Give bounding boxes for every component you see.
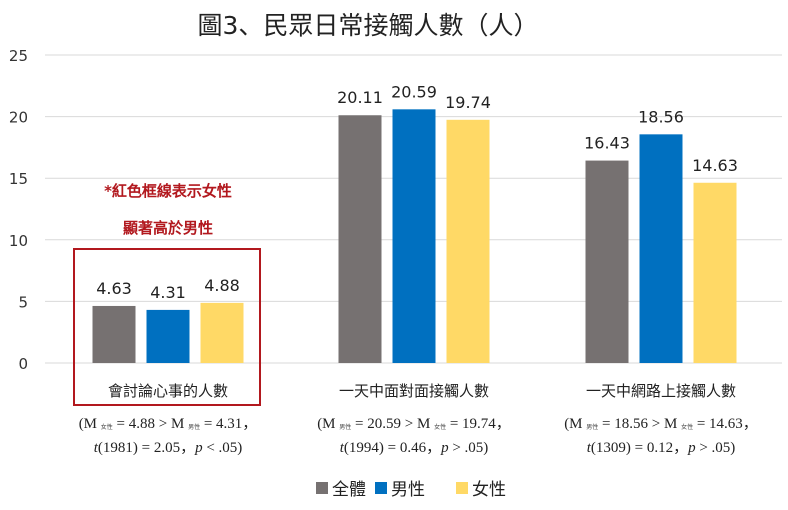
legend-item: 女性	[456, 480, 506, 500]
annotation-line-2: 顯著高於男性	[123, 219, 213, 237]
y-tick-label: 25	[9, 47, 28, 65]
bar-男性-3	[639, 134, 683, 363]
stat-ttest: t(1994) = 0.46，p > .05)	[340, 440, 489, 456]
bar-男性-1	[146, 309, 190, 363]
data-label: 20.59	[391, 82, 437, 101]
data-labels: 4.63 4.31 4.88 20.11 20.59 19.74 16.43 18.56 14.…	[96, 82, 738, 302]
legend-swatch	[375, 482, 387, 494]
data-label: 19.74	[445, 93, 491, 112]
highlight-box	[73, 248, 261, 406]
data-label: 14.63	[692, 156, 738, 175]
stat-ttest: t(1981) = 2.05，p < .05)	[94, 440, 243, 456]
bar-女性-3	[693, 182, 737, 363]
bar-男性-2	[392, 109, 436, 363]
bar-全體-2	[338, 115, 382, 363]
category-label: 一天中網路上接觸人數	[586, 382, 736, 400]
stat-notes: (M 女性 = 4.88 > M 男性 = 4.31， t(1981) = 2.0…	[79, 416, 758, 456]
data-label: 18.56	[638, 107, 684, 126]
legend-label: 女性	[472, 480, 506, 500]
stat-means: (M 男性 = 18.56 > M 女性 = 14.63，	[564, 416, 758, 432]
y-tick-label: 5	[18, 293, 28, 311]
chart-title: 圖3、民眾日常接觸人數（人）	[198, 11, 539, 40]
stat-means: (M 女性 = 4.88 > M 男性 = 4.31，	[79, 416, 258, 432]
bar-女性-1	[200, 302, 244, 363]
legend-label: 男性	[391, 480, 425, 500]
legend-label: 全體	[332, 480, 366, 500]
category-labels: 會討論心事的人數 一天中面對面接觸人數 一天中網路上接觸人數	[108, 382, 736, 400]
y-tick-label: 10	[9, 232, 28, 250]
data-label: 4.63	[96, 279, 132, 298]
y-tick-label: 15	[9, 170, 28, 188]
stat-ttest: t(1309) = 0.12，p > .05)	[587, 440, 736, 456]
y-tick-label: 0	[18, 355, 28, 373]
data-label: 20.11	[337, 88, 383, 107]
category-label: 一天中面對面接觸人數	[339, 382, 489, 400]
legend-swatch	[456, 482, 468, 494]
stat-means: (M 男性 = 20.59 > M 女性 = 19.74，	[317, 416, 511, 432]
data-label: 16.43	[584, 134, 630, 153]
data-label: 4.31	[150, 283, 186, 302]
bar-女性-2	[446, 119, 490, 364]
data-label: 4.88	[204, 276, 240, 295]
annotation-line-1: *紅色框線表示女性	[104, 182, 232, 200]
legend-item: 男性	[375, 480, 425, 500]
bars	[92, 109, 737, 364]
bar-全體-1	[92, 305, 136, 363]
bar-全體-3	[585, 160, 629, 363]
y-tick-label: 20	[9, 109, 28, 127]
legend-item: 全體	[316, 480, 366, 500]
category-label: 會討論心事的人數	[108, 382, 228, 400]
legend-swatch	[316, 482, 328, 494]
y-axis-ticks: 0 5 10 15 20 25	[9, 47, 28, 373]
legend: 全體 男性 女性	[316, 480, 506, 500]
